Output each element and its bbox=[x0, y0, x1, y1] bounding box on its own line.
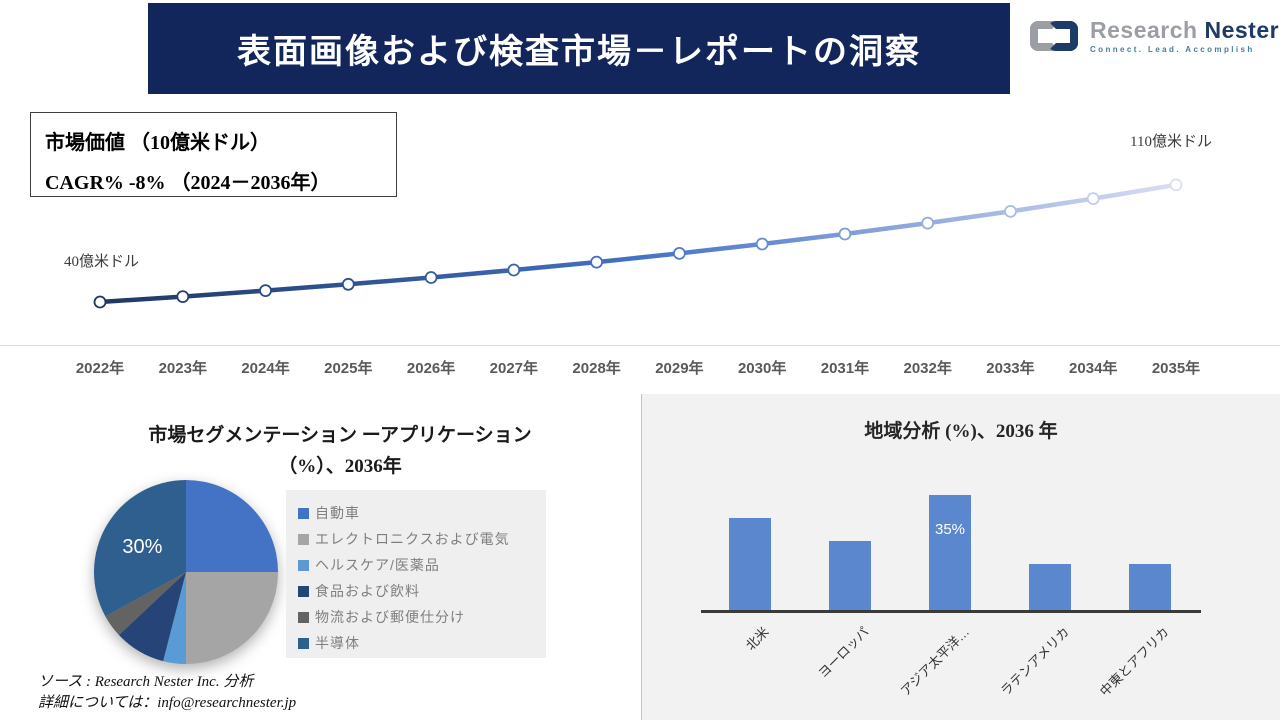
logo-link-navy-icon bbox=[1048, 21, 1078, 51]
x-axis-tick-label: 2030年 bbox=[737, 360, 787, 377]
legend-item: ヘルスケア/医薬品 bbox=[298, 552, 546, 578]
data-point bbox=[507, 263, 521, 277]
legend-label: ヘルスケア/医薬品 bbox=[315, 557, 440, 573]
x-axis-tick-label: 2033年 bbox=[986, 360, 1035, 377]
data-point bbox=[259, 284, 272, 298]
pie-slice-3 bbox=[163, 572, 186, 664]
legend-label: 半導体 bbox=[315, 635, 360, 651]
contact-line: 詳細については：info@researchnester.jp bbox=[38, 695, 297, 711]
data-point bbox=[1004, 205, 1017, 218]
market-value-box: 市場価値 （10億米ドル） CAGR% -8% （2024－2036年） bbox=[30, 112, 397, 197]
bar-ラテンアメリカ bbox=[1029, 563, 1071, 610]
pie-title-line2: （%）、2036年 bbox=[278, 456, 402, 477]
x-axis-rule bbox=[0, 345, 1280, 346]
data-point bbox=[590, 255, 603, 269]
market-growth-line-chart bbox=[93, 178, 1183, 309]
bar-category-label: ラテンアメリカ bbox=[997, 624, 1072, 699]
bar-chart-title: 地域分析 (%)、2036 年 bbox=[864, 421, 1058, 442]
legend-label: 食品および飲料 bbox=[315, 583, 420, 599]
data-point bbox=[755, 237, 769, 251]
bar-chart-axis-line bbox=[701, 610, 1201, 613]
x-axis-tick-label: 2034年 bbox=[1069, 360, 1118, 377]
pie-data-label: 30% bbox=[122, 536, 162, 558]
logo-text: Research Nester Connect. Lead. Accomplis… bbox=[1090, 16, 1280, 54]
regional-analysis-panel: 地域分析 (%)、2036 年 北米 ヨーロッパ 35% アジア太平洋… ラテンアメリカ… bbox=[641, 394, 1280, 720]
line-chart-end-value: 110億米ドル bbox=[1130, 134, 1212, 150]
data-point bbox=[176, 290, 190, 304]
x-axis-tick-label: 2025年 bbox=[324, 360, 373, 377]
data-point bbox=[673, 246, 686, 260]
line-series bbox=[97, 182, 1179, 305]
pie-slice-4 bbox=[118, 572, 186, 662]
logo-chain-icon bbox=[1030, 18, 1082, 54]
x-axis-tick-label: 2032年 bbox=[903, 360, 952, 377]
research-nester-logo: Research Nester Connect. Lead. Accomplis… bbox=[1030, 18, 1279, 54]
logo-word-nester: Nester bbox=[1204, 16, 1280, 43]
pie-slice-1 bbox=[186, 480, 278, 572]
x-axis-tick-label: 2035年 bbox=[1151, 360, 1201, 377]
pie-title-line1: 市場セグメンテーション ーアプリケーション bbox=[148, 425, 532, 446]
pie-slice-5 bbox=[105, 572, 186, 635]
cagr-label: CAGR% -8% （2024－2036年） bbox=[45, 172, 331, 194]
source-note: ソース : Research Nester Inc. 分析 詳細については：in… bbox=[38, 672, 296, 714]
legend-item: 半導体 bbox=[298, 630, 546, 656]
legend-swatch-icon bbox=[298, 611, 309, 623]
x-axis-tick-label: 2031年 bbox=[820, 360, 870, 377]
data-point bbox=[1169, 178, 1183, 192]
bar-category-label: アジア太平洋… bbox=[897, 624, 972, 699]
legend-swatch-icon bbox=[298, 533, 309, 545]
x-axis-tick-label: 2024年 bbox=[241, 360, 290, 377]
data-point bbox=[93, 295, 107, 309]
legend-swatch-icon bbox=[298, 559, 309, 571]
legend-item: 自動車 bbox=[298, 500, 546, 526]
x-axis-tick-label: 2022年 bbox=[75, 360, 125, 377]
bar-category-label: 北米 bbox=[742, 624, 772, 654]
line-chart-start-value: 40億米ドル bbox=[64, 254, 140, 270]
bar-category-label: 中東とアフリカ bbox=[1096, 624, 1172, 700]
bar-北米 bbox=[729, 517, 771, 610]
x-axis-tick-label: 2027年 bbox=[489, 360, 539, 377]
legend-item: エレクトロニクスおよび電気 bbox=[298, 526, 546, 552]
legend-swatch-icon bbox=[298, 637, 309, 649]
page-title: 表面画像および検査市場－レポートの洞察 bbox=[237, 34, 921, 71]
legend-item: 物流および郵便仕分け bbox=[298, 604, 546, 630]
bar-中東とアフリカ bbox=[1129, 563, 1171, 610]
source-line: ソース : Research Nester Inc. 分析 bbox=[38, 674, 254, 690]
x-axis-tick-label: 2023年 bbox=[158, 360, 207, 377]
legend-label: 自動車 bbox=[315, 505, 360, 521]
logo-tagline: Connect. Lead. Accomplish bbox=[1090, 44, 1255, 54]
data-point bbox=[838, 227, 852, 241]
x-axis-tick-label: 2026年 bbox=[406, 360, 456, 377]
legend-label: エレクトロニクスおよび電気 bbox=[315, 531, 510, 547]
data-point bbox=[921, 216, 935, 230]
pie-legend: 自動車エレクトロニクスおよび電気 ヘルスケア/医薬品 食品および飲料物流および郵便仕… bbox=[286, 490, 546, 658]
market-value-label: 市場価値 （10億米ドル） bbox=[45, 132, 270, 154]
pie-slice-6 bbox=[94, 480, 186, 617]
data-point bbox=[424, 271, 438, 284]
bar-ヨーロッパ bbox=[829, 540, 871, 610]
pie-chart-title: 市場セグメンテーション ーアプリケーション （%）、2036年 bbox=[110, 420, 570, 482]
logo-word-research: Research bbox=[1090, 16, 1198, 43]
data-point bbox=[1086, 192, 1100, 205]
bar-category-label: ヨーロッパ bbox=[815, 624, 872, 681]
logo-link-gray-icon bbox=[1030, 21, 1060, 51]
bar-アジア太平洋…: 35% bbox=[929, 494, 971, 610]
application-segmentation-pie-chart: 30% bbox=[94, 480, 278, 664]
x-axis-tick-label: 2028年 bbox=[572, 360, 621, 377]
data-point bbox=[341, 277, 355, 291]
header-banner: 表面画像および検査市場－レポートの洞察 bbox=[148, 3, 1010, 94]
x-axis-tick-label: 2029年 bbox=[655, 360, 704, 377]
pie-slice-2 bbox=[186, 572, 278, 664]
legend-label: 物流および郵便仕分け bbox=[315, 609, 465, 625]
legend-swatch-icon bbox=[298, 507, 309, 519]
bar-data-label: 35% bbox=[934, 520, 966, 538]
legend-item: 食品および飲料 bbox=[298, 578, 546, 604]
legend-swatch-icon bbox=[298, 585, 309, 597]
